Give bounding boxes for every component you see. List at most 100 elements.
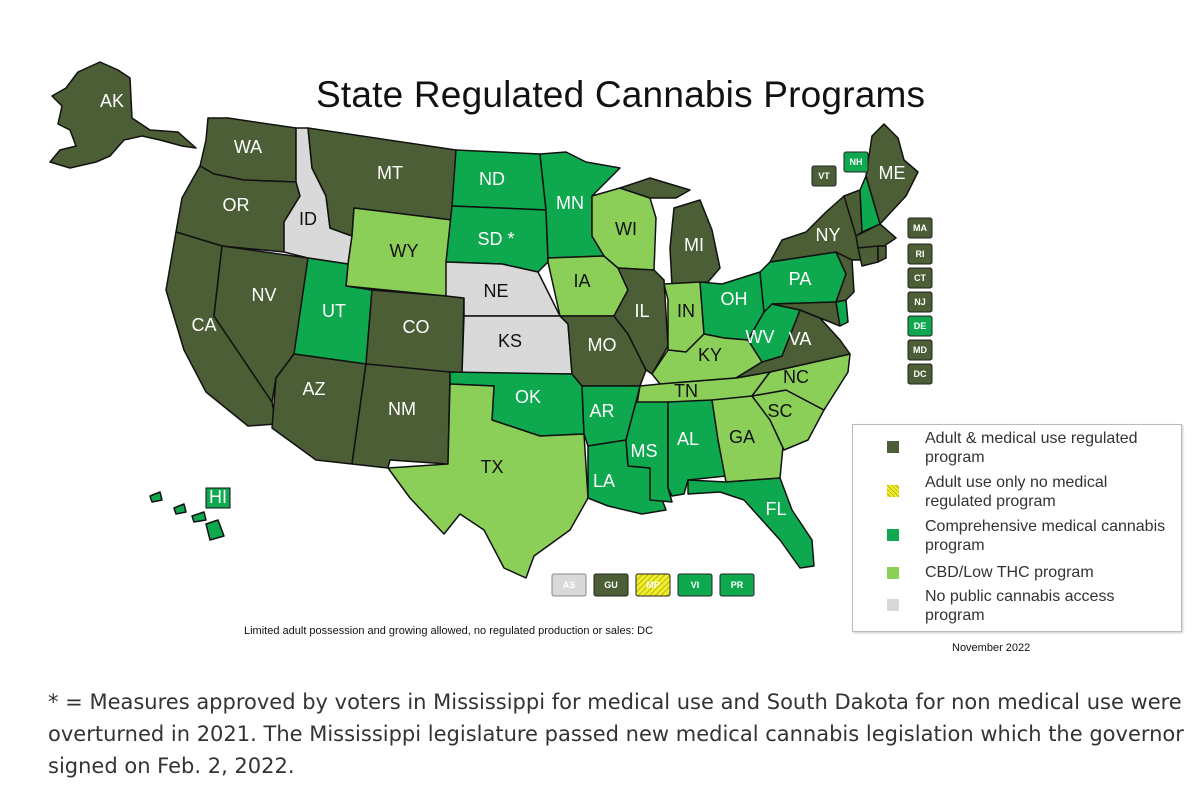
box-ri[interactable]: RI — [907, 243, 933, 265]
state-label-tx: TX — [480, 457, 503, 477]
state-label-ms: MS — [631, 441, 658, 461]
box-dc-label: DC — [914, 369, 927, 379]
state-label-va: VA — [789, 329, 812, 349]
state-me[interactable] — [865, 123, 919, 225]
territory-vi-label: VI — [691, 580, 700, 590]
footnote: * = Measures approved by voters in Missi… — [48, 690, 1184, 778]
state-label-sc: SC — [767, 401, 792, 421]
state-label-mi: MI — [684, 235, 704, 255]
state-label-wy: WY — [390, 241, 419, 261]
state-label-oh: OH — [721, 289, 748, 309]
state-label-ne: NE — [483, 281, 508, 301]
legend-swatch — [887, 567, 899, 579]
territory-vi-bg — [677, 573, 713, 597]
state-label-ga: GA — [729, 427, 755, 447]
box-vt-bg — [811, 165, 837, 187]
territory-as-bg — [551, 573, 587, 597]
box-md-bg — [907, 339, 933, 361]
state-label-wa: WA — [234, 137, 262, 157]
box-ct-label: CT — [914, 273, 926, 283]
box-nh[interactable]: NH — [843, 151, 869, 173]
state-label-mo: MO — [588, 335, 617, 355]
box-dc[interactable]: DC — [907, 363, 933, 385]
territory-mp[interactable]: MP — [635, 573, 671, 597]
legend-swatch — [887, 485, 899, 497]
territory-pr-bg — [719, 573, 755, 597]
legend-swatch — [887, 529, 899, 541]
state-label-mt: MT — [377, 163, 403, 183]
territory-as[interactable]: AS — [551, 573, 587, 597]
state-mi[interactable] — [619, 177, 721, 287]
state-label-ok: OK — [515, 387, 541, 407]
territory-mp-bg — [635, 573, 671, 597]
state-label-al: AL — [677, 429, 699, 449]
territory-gu-label: GU — [604, 580, 618, 590]
state-label-az: AZ — [302, 379, 325, 399]
hi-label-box — [205, 487, 231, 509]
map-title: State Regulated Cannabis Programs — [316, 74, 926, 115]
legend-swatch — [887, 441, 899, 453]
box-md-label: MD — [913, 345, 927, 355]
state-label-sd: SD * — [477, 229, 514, 249]
box-de-bg — [907, 315, 933, 337]
legend-label: Comprehensive medical cannabis program — [925, 518, 1166, 554]
legend-label: Adult use only no medical regulated prog… — [925, 474, 1108, 510]
state-ma[interactable] — [855, 223, 897, 249]
state-label-nd: ND — [479, 169, 505, 189]
territory-vi[interactable]: VI — [677, 573, 713, 597]
state-label-in: IN — [677, 301, 695, 321]
state-label-tn: TN — [674, 381, 698, 401]
box-ct-bg — [907, 267, 933, 289]
state-label-mn: MN — [556, 193, 584, 213]
state-ri[interactable] — [877, 245, 887, 263]
state-ak[interactable] — [49, 61, 197, 169]
state-label-fl: FL — [765, 499, 786, 519]
box-vt[interactable]: VT — [811, 165, 837, 187]
state-label-ar: AR — [589, 401, 614, 421]
state-fl[interactable] — [687, 477, 815, 569]
box-de-label: DE — [914, 321, 927, 331]
state-label-nc: NC — [783, 367, 809, 387]
box-de[interactable]: DE — [907, 315, 933, 337]
box-nj-bg — [907, 291, 933, 313]
state-label-co: CO — [403, 317, 430, 337]
state-label-nv: NV — [251, 285, 276, 305]
box-nh-label: NH — [850, 157, 863, 167]
state-tx[interactable] — [387, 383, 589, 579]
date-label: November 2022 — [952, 642, 1031, 654]
state-label-ks: KS — [498, 331, 522, 351]
state-label-ia: IA — [573, 271, 590, 291]
box-md[interactable]: MD — [907, 339, 933, 361]
state-label-pa: PA — [789, 269, 812, 289]
state-label-ny: NY — [815, 225, 840, 245]
territory-as-label: AS — [563, 580, 576, 590]
legend-label: No public cannabis access program — [925, 588, 1115, 624]
state-label-ut: UT — [322, 301, 346, 321]
state-md[interactable] — [771, 301, 841, 327]
state-az[interactable] — [271, 353, 367, 465]
state-label-me: ME — [879, 163, 906, 183]
territory-pr[interactable]: PR — [719, 573, 755, 597]
box-ma[interactable]: MA — [907, 217, 933, 239]
state-label-il: IL — [634, 301, 649, 321]
legend-label: CBD/Low THC program — [925, 564, 1094, 581]
state-label-or: OR — [223, 195, 250, 215]
state-il[interactable] — [613, 267, 669, 375]
legend-swatch — [887, 599, 899, 611]
box-ma-label: MA — [913, 223, 927, 233]
state-label-ca: CA — [191, 315, 216, 335]
state-label-id: ID — [299, 209, 317, 229]
territory-pr-label: PR — [731, 580, 744, 590]
box-nj[interactable]: NJ — [907, 291, 933, 313]
state-ct[interactable] — [857, 245, 879, 267]
box-ct[interactable]: CT — [907, 267, 933, 289]
state-label-ak: AK — [100, 91, 124, 111]
state-hi[interactable] — [149, 491, 225, 541]
territory-gu-bg — [593, 573, 629, 597]
state-label-wv: WV — [746, 327, 775, 347]
territory-gu[interactable]: GU — [593, 573, 629, 597]
state-label-hi: HI — [209, 487, 227, 507]
box-ri-label: RI — [916, 249, 925, 259]
box-ri-bg — [907, 243, 933, 265]
state-label-nm: NM — [388, 399, 416, 419]
